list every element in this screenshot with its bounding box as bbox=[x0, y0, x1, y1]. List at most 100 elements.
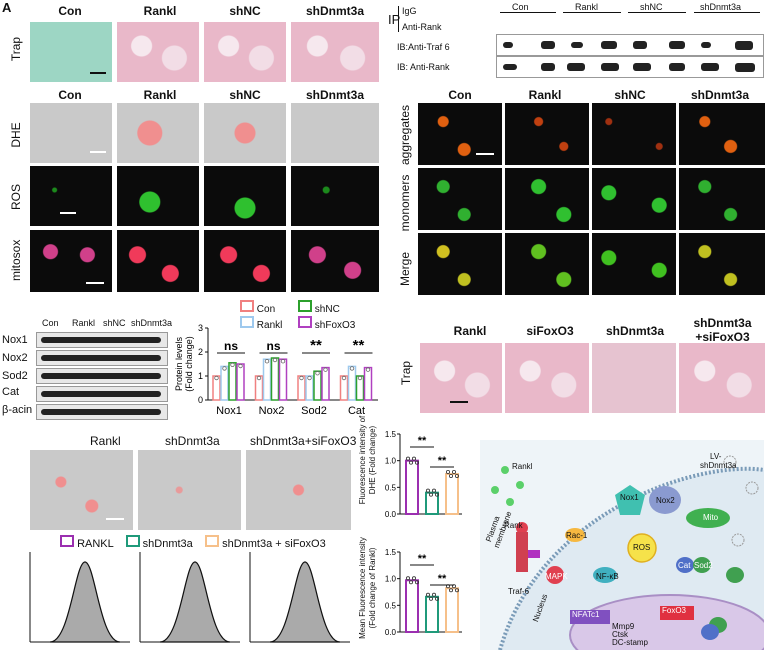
micrograph bbox=[246, 450, 351, 530]
data-point bbox=[426, 488, 431, 493]
diagram-label: Rac-1 bbox=[566, 531, 588, 540]
micrograph bbox=[204, 22, 286, 82]
diagram-label: Rank bbox=[504, 521, 523, 530]
data-point bbox=[238, 363, 243, 369]
y-tick-label: 0 bbox=[198, 395, 203, 405]
data-point bbox=[446, 470, 451, 475]
bar bbox=[347, 365, 357, 401]
data-point bbox=[264, 359, 270, 364]
mfi-bar-chart: 0.0 0.5 1.0 1.5 ** ** bbox=[385, 548, 462, 637]
diagram-label: FoxO3 bbox=[662, 606, 687, 615]
ip-label: IP bbox=[388, 12, 401, 27]
data-point bbox=[449, 588, 454, 593]
data-point bbox=[455, 588, 460, 593]
diagram-label: Nox1 bbox=[620, 493, 639, 502]
bar bbox=[278, 358, 288, 401]
micrograph bbox=[418, 168, 502, 230]
row-label: monomers bbox=[398, 174, 412, 232]
bar bbox=[236, 363, 245, 401]
micrograph bbox=[204, 166, 286, 226]
dhe-bar-chart: 0.0 0.5 1.0 1.5 ** ** bbox=[385, 430, 462, 519]
wb-col: shDnmt3a bbox=[131, 318, 173, 328]
axis-title: Mean Fluorescence intensity (Fold change… bbox=[358, 528, 378, 648]
micrograph bbox=[679, 168, 765, 230]
blot-strip-traf6 bbox=[496, 34, 764, 56]
micrograph bbox=[117, 230, 199, 292]
data-point bbox=[349, 366, 355, 371]
x-tick-label: Nox1 bbox=[216, 405, 242, 417]
col-label: Rankl bbox=[143, 88, 177, 102]
y-tick-label: 0.0 bbox=[385, 510, 397, 519]
micrograph bbox=[505, 343, 589, 413]
data-point bbox=[449, 474, 454, 479]
y-tick-label: 0.5 bbox=[385, 601, 397, 610]
data-point bbox=[272, 357, 278, 363]
wb-row-label: Nox2 bbox=[2, 352, 28, 364]
col-label: shNC bbox=[229, 4, 261, 18]
bar bbox=[262, 358, 272, 401]
col-label: Rankl bbox=[143, 4, 177, 18]
data-point bbox=[357, 375, 363, 381]
diagram-label: Mito bbox=[703, 513, 719, 522]
wb-row-label: β-acin bbox=[2, 404, 33, 416]
legend-swatch bbox=[240, 300, 254, 312]
col-label: Rankl bbox=[90, 434, 121, 448]
col-label: Rankl bbox=[453, 324, 487, 338]
micrograph bbox=[679, 233, 765, 295]
col-label: shDnmt3a bbox=[165, 434, 220, 448]
data-point bbox=[432, 488, 437, 493]
col-label: Con bbox=[448, 88, 472, 102]
significance-label: ** bbox=[353, 337, 365, 354]
bar bbox=[228, 362, 237, 401]
blot-label-rank: IB: Anti-Rank bbox=[397, 62, 450, 72]
y-tick-label: 0.5 bbox=[385, 483, 397, 492]
bar bbox=[363, 366, 373, 401]
data-point bbox=[432, 592, 437, 597]
micrograph bbox=[138, 450, 241, 530]
legend-swatch bbox=[60, 535, 74, 547]
bar bbox=[405, 459, 419, 515]
col-label: shDnmt3a bbox=[690, 88, 749, 102]
blot-label-traf6: IB:Anti-Traf 6 bbox=[397, 42, 450, 52]
blot-strip-rank bbox=[496, 56, 764, 78]
legend-i: RANKL shDnmt3a shDnmt3a + siFoxO3 bbox=[60, 535, 326, 550]
col-label: shDnmt3a bbox=[605, 324, 664, 338]
legend-swatch bbox=[298, 300, 312, 312]
data-point bbox=[429, 596, 434, 601]
legend-swatch bbox=[125, 535, 140, 547]
row-label: Trap bbox=[9, 36, 23, 62]
significance-label: ** bbox=[438, 455, 447, 467]
micrograph bbox=[117, 103, 199, 163]
micrograph bbox=[30, 103, 112, 163]
data-point bbox=[405, 456, 410, 461]
data-point bbox=[365, 367, 371, 372]
legend-entry: shDnmt3a bbox=[142, 538, 193, 550]
data-point bbox=[429, 492, 434, 497]
micrograph bbox=[204, 103, 286, 163]
legend-f: Con Rankl bbox=[240, 300, 282, 332]
diagram-label: Mmp9 bbox=[612, 622, 635, 631]
axis-title-line: (Fold change of Rankl) bbox=[368, 547, 377, 629]
wb-row-label: Sod2 bbox=[2, 370, 28, 382]
data-point bbox=[323, 367, 328, 372]
legend-entry: shFoxO3 bbox=[314, 320, 356, 331]
col-label: shDnmt3a bbox=[305, 88, 364, 102]
wb-col: shNC bbox=[103, 318, 126, 328]
row-label: Trap bbox=[399, 360, 413, 386]
row-label: aggregates bbox=[398, 104, 412, 166]
col-label: siFoxO3 bbox=[526, 324, 574, 338]
micrograph bbox=[505, 168, 589, 230]
micrograph bbox=[30, 450, 133, 530]
micrograph bbox=[291, 22, 379, 82]
legend-swatch bbox=[205, 535, 220, 547]
significance-label: ns bbox=[224, 339, 238, 353]
ip-igg-label: IgG bbox=[402, 6, 417, 16]
bar bbox=[425, 491, 439, 515]
col-label: Con bbox=[58, 88, 82, 102]
data-point bbox=[214, 375, 219, 381]
row-label: Merge bbox=[398, 252, 412, 287]
micrograph bbox=[204, 230, 286, 292]
data-point bbox=[412, 576, 417, 581]
diagram-label: ROS bbox=[633, 543, 651, 552]
diagram-label: NFATc1 bbox=[572, 610, 600, 619]
